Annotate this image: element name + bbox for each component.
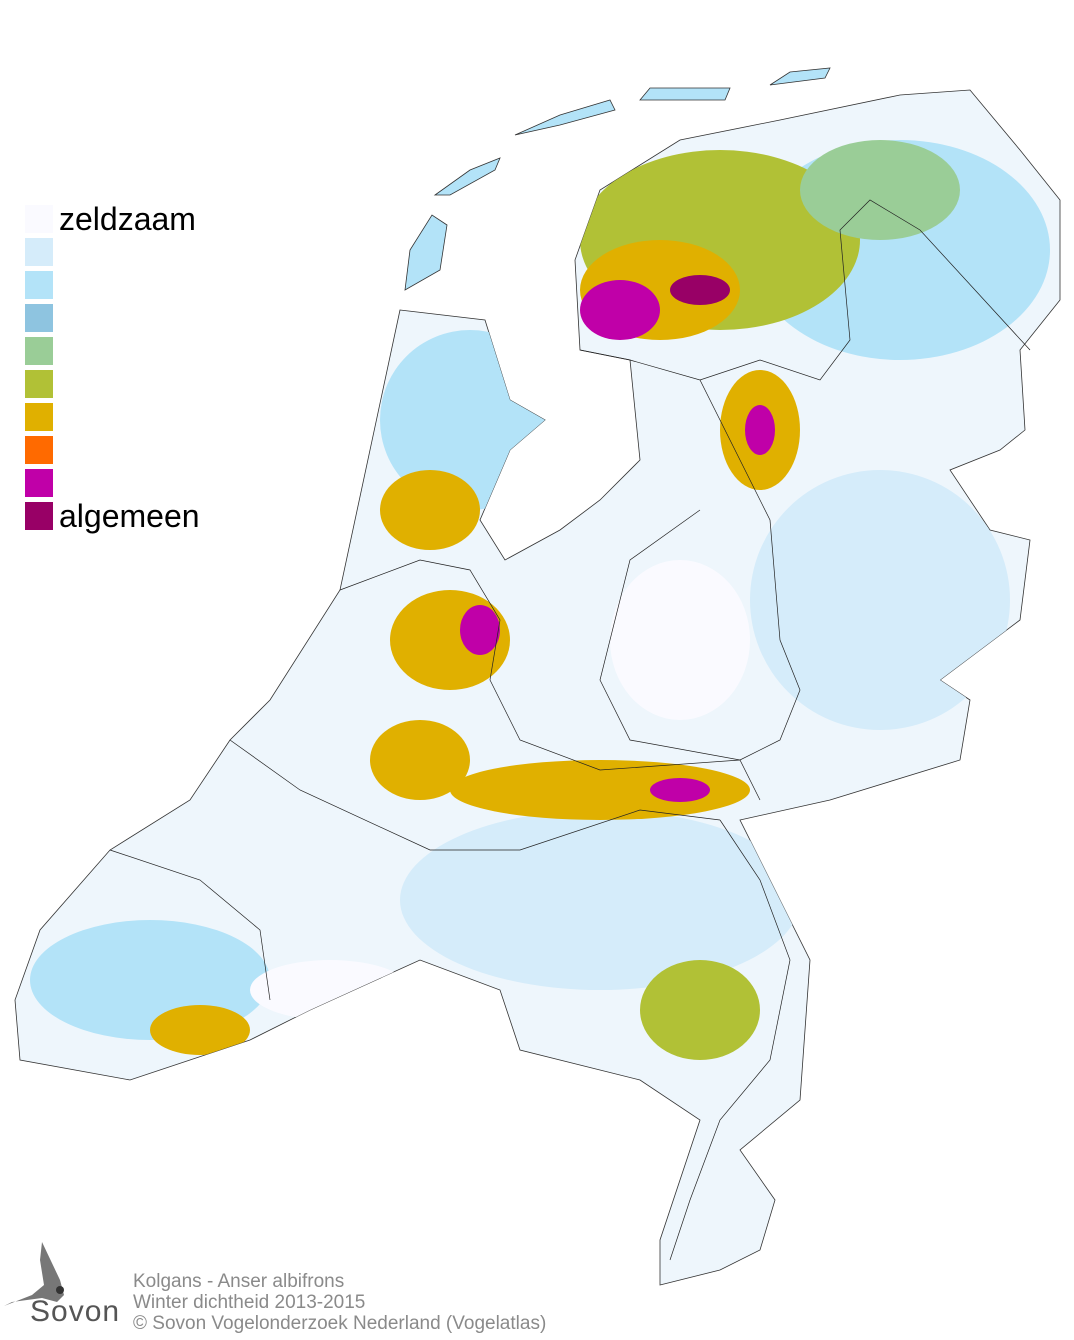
legend-label-high: algemeen [59, 498, 200, 534]
islands [404, 67, 831, 291]
legend-swatch [25, 238, 53, 266]
legend-swatch [25, 469, 53, 497]
island-vlieland [433, 157, 501, 196]
legend-swatch [25, 205, 53, 233]
copyright: © Sovon Vogelonderzoek Nederland (Vogela… [133, 1313, 547, 1334]
province-borders [109, 199, 1031, 1261]
legend-swatch [25, 502, 53, 530]
island-schiermonnikoog [769, 67, 831, 86]
legend-swatch [25, 337, 53, 365]
legend-swatch [25, 436, 53, 464]
island-ameland [639, 87, 731, 101]
legend-swatch [25, 370, 53, 398]
mainland [14, 89, 1061, 1286]
density-patches [30, 140, 1050, 1060]
island-terschelling [514, 99, 616, 136]
species-name: Kolgans - Anser albifrons [133, 1271, 345, 1292]
map-subtitle: Winter dichtheid 2013-2015 [133, 1292, 366, 1313]
legend-label-low: zeldzaam [59, 201, 196, 237]
legend-swatch [25, 403, 53, 431]
swallow-logo-icon [4, 1242, 64, 1306]
map-caption: Kolgans - Anser albifrons Winter dichthe… [133, 1271, 546, 1334]
island-texel [404, 214, 448, 291]
legend-swatch [25, 271, 53, 299]
legend-swatch [25, 304, 53, 332]
logo-text: Sovon [30, 1295, 121, 1328]
